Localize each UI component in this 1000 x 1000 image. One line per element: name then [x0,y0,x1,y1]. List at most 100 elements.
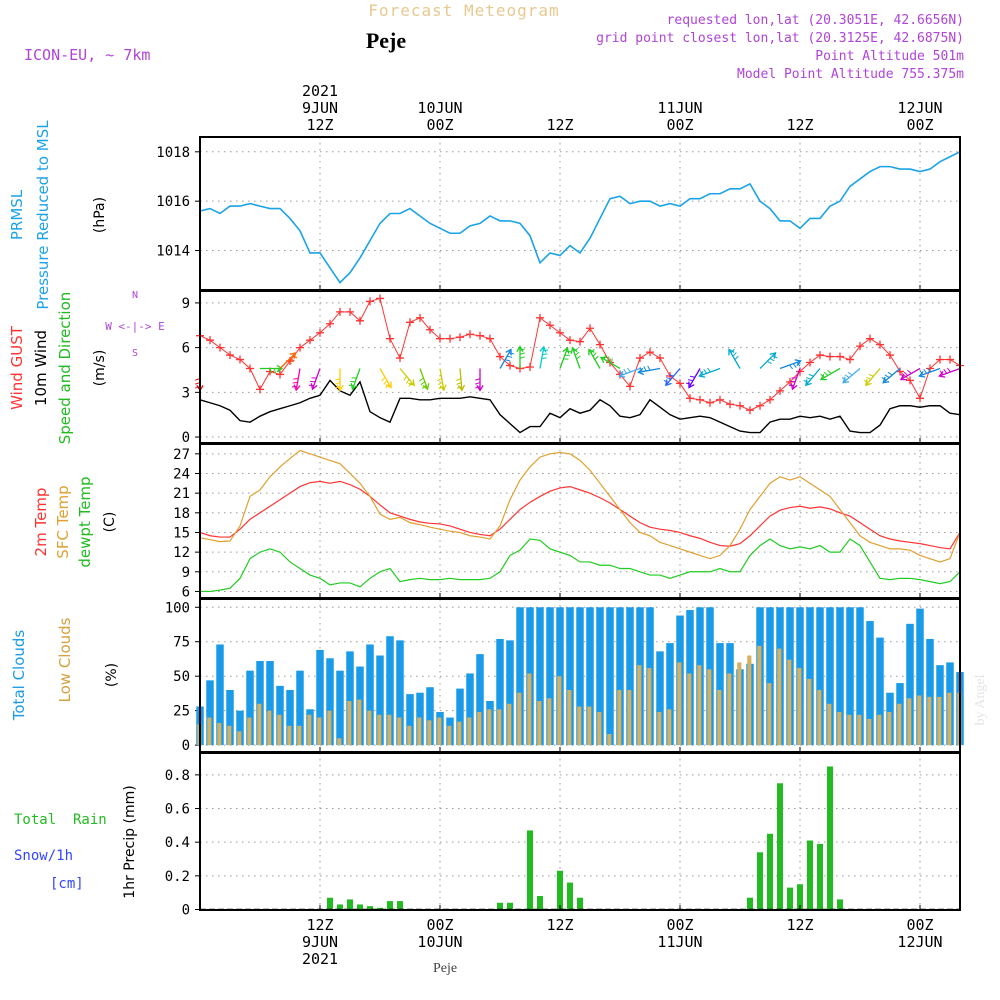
barb-feather [687,379,694,382]
gust-marker [706,398,714,407]
panel-precipitation: 0 0.2 0.4 0.6 0.8 [165,752,961,918]
ytick-label: 6 [182,341,190,357]
gust-marker [596,340,604,349]
ytick-label: 100 [165,600,190,616]
barb-feather [806,376,812,380]
barb-feather [903,371,909,376]
barb-feather [590,348,595,354]
gust-marker [646,348,654,357]
rain-bar [807,840,813,910]
low-cloud-bar [747,655,752,746]
panel-wind: 0 3 6 9 [182,290,964,446]
gust-line [199,297,961,411]
low-cloud-bar [807,678,812,746]
rain-bar [567,882,573,910]
barb-feather [887,371,893,376]
wind-barb [437,368,447,392]
gust-marker [376,294,384,303]
gust-marker [336,307,344,316]
rain-bar [577,897,583,910]
temperature-labels: 2m Temp SFC Temp dewpt Temp (C) [32,476,118,567]
dew-line [200,538,961,593]
low-cloud-bar [627,689,632,746]
compass-n: N [132,290,138,301]
barb-feather [437,381,443,386]
barb-feather [292,381,298,384]
low-cloud-bar [737,662,742,746]
low-cloud-bar [867,718,872,746]
barb-feather [405,379,410,384]
rain-bar [797,884,803,910]
barb-feather [732,352,737,357]
barb-feather [792,363,797,368]
low-cloud-bar [477,712,482,746]
barb-feather [627,367,631,373]
wind-barb [819,367,841,381]
ytick-label: 75 [173,635,190,651]
barb-feather [900,373,905,378]
barb-feather [592,352,597,357]
compass-we: W <-|-> E [105,320,165,333]
rain-bar [387,901,393,910]
snow-label: Snow/1h [14,848,73,864]
station-name: Peje [366,28,407,53]
barb-feather [456,378,462,381]
low-cloud-bar [257,703,262,746]
gust-marker [236,355,244,364]
wind-barb [698,367,721,378]
low-cloud-bar [907,698,912,746]
barb-feather [506,355,513,358]
gust-marker [326,319,334,328]
barb-feather [643,366,647,372]
wind-barb [419,368,430,391]
gust-marker [446,334,454,343]
rain-bar [367,906,373,910]
snow-unit: [cm] [50,876,84,892]
low-cloud-bar [287,725,292,746]
cloud-unit: (%) [104,663,120,687]
gust-marker [876,340,884,349]
gust-marker [636,354,644,363]
wind-barb [456,368,466,392]
wind-barb [918,367,941,378]
low-cloud-bar [467,717,472,746]
gust-marker [316,328,324,337]
wind-barb [475,368,484,392]
barb-feather [603,354,606,360]
gust-marker [356,316,364,325]
barb-feather [438,385,444,390]
barb-feather [939,370,944,375]
barb-feather [796,362,801,367]
speed-direction-label: Speed and Direction [56,292,74,445]
low-cloud-bar [517,692,522,746]
low-cloud-bar [767,683,772,746]
gust-marker [476,331,484,340]
panel-temperature: 6 9 12 15 18 21 24 27 [173,443,961,600]
wind-barb [899,367,921,381]
ytick-label: 50 [173,669,190,685]
gust-marker [716,395,724,404]
wind-barb [685,368,701,389]
low-cloud-bar [587,706,592,746]
gust-marker [346,307,354,316]
gust-marker [406,318,414,327]
low-cloud-bar [357,699,362,746]
barb-feather [574,351,580,356]
wind-barb [618,367,641,378]
gust-marker [256,385,264,394]
barb-feather [868,373,874,377]
barb-feather [808,373,814,377]
wind-barb [788,368,801,391]
ytick-label: 15 [173,525,190,541]
point-altitude: Point Altitude 501m [815,49,964,64]
barb-feather [543,349,549,352]
low-cloud-bar [567,689,572,746]
wind-barb [881,367,901,384]
low-cloud-bar [417,717,422,746]
barb-feather [610,358,613,364]
gust-marker [936,355,944,364]
gust-marker [726,400,734,409]
ytick-label: 3 [182,385,190,401]
low-cloud-bar [547,698,552,746]
